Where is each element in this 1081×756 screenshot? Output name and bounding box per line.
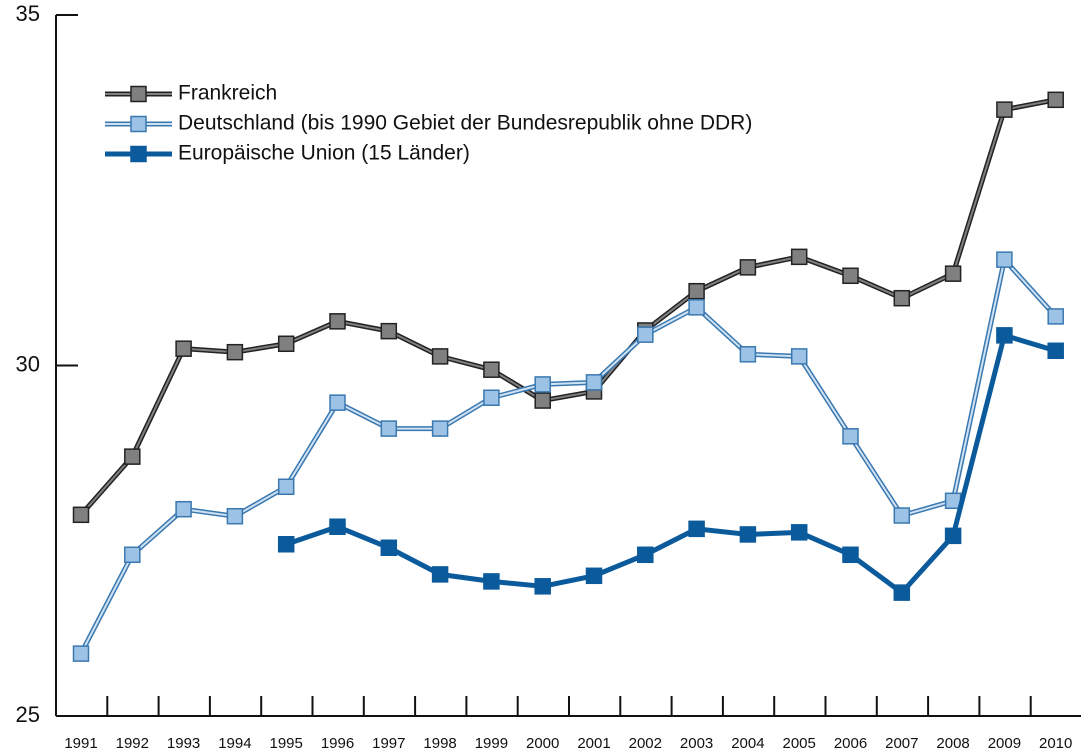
series-marker [790,248,808,266]
series-marker [688,299,705,316]
x-tick-label: 1999 [475,735,508,752]
series-marker [380,539,398,557]
series-marker [944,527,962,545]
x-tick-label: 2002 [629,735,662,752]
series-marker [585,374,603,391]
series-marker [688,520,705,538]
series-marker [893,289,911,307]
series-marker [996,251,1013,268]
legend-label: Deutschland (bis 1990 Gebiet der Bundesr… [178,112,752,135]
series-marker [175,340,192,357]
series-marker [72,645,90,662]
series-marker [944,265,962,282]
x-tick-label: 2007 [885,735,918,752]
x-tick-label: 2000 [526,735,559,752]
x-tick-label: 2004 [731,735,764,752]
legend-label: Europäische Union (15 Länder) [178,142,470,165]
x-tick-label: 2001 [577,735,610,752]
series-marker [124,448,141,465]
x-tick-label: 1997 [372,735,405,752]
x-tick-label: 1993 [167,735,200,752]
series-marker [277,478,295,496]
x-tick-label: 2003 [680,735,713,752]
series-marker [431,348,449,365]
series-marker [893,507,911,524]
series-marker [1047,91,1064,109]
y-tick-label: 25 [16,702,40,727]
series-marker [534,392,551,409]
series-marker [226,507,244,525]
series-marker [739,259,757,276]
series-marker [842,267,859,285]
series-line-inner [80,98,1056,516]
x-tick-label: 2009 [988,735,1021,752]
series-marker [277,536,295,553]
x-tick-label: 2010 [1039,735,1072,752]
legend-marker [130,115,147,133]
x-tick-label: 2006 [834,735,867,752]
series-marker [688,282,705,300]
series-marker [483,361,500,378]
series-marker [790,348,808,365]
series-marker [329,518,346,535]
series-marker [1047,342,1064,360]
series-marker [124,546,141,564]
x-tick-label: 1991 [64,735,97,752]
series-marker [431,420,449,437]
x-tick-label: 2008 [936,735,969,752]
legend-label: Frankreich [178,82,277,105]
series-marker [380,420,398,437]
series-marker [996,101,1013,118]
series-marker [534,578,551,595]
x-tick-label: 1996 [321,735,354,752]
x-tick-label: 1992 [116,735,149,752]
series-marker [483,389,500,406]
series-marker [1047,308,1064,325]
y-tick-label: 35 [16,1,40,26]
series-marker [637,546,654,564]
x-tick-label: 1995 [270,735,303,752]
series-marker [380,322,398,340]
series-marker [996,327,1013,344]
series-marker [739,526,757,543]
series-marker [893,584,911,601]
series-marker [431,566,449,583]
series-line [285,332,1057,596]
x-tick-label: 1994 [218,735,251,752]
series-line-inner [80,258,1057,655]
series-marker [72,506,90,524]
series-marker [226,343,244,361]
x-tick-label: 2005 [783,735,816,752]
series-marker [534,376,551,393]
series-marker [175,500,192,518]
legend-marker [130,145,147,163]
series-marker [585,567,603,585]
x-tick-label: 1998 [423,735,456,752]
series-marker [483,573,500,590]
series-marker [739,346,757,363]
series-marker [842,546,859,564]
series-marker [790,524,808,541]
series-marker [329,313,346,330]
series-marker [842,428,859,445]
legend-marker [130,85,147,103]
series-marker [277,335,295,353]
y-tick-label: 30 [16,351,40,376]
series-marker [329,394,346,411]
series-marker [637,326,654,343]
